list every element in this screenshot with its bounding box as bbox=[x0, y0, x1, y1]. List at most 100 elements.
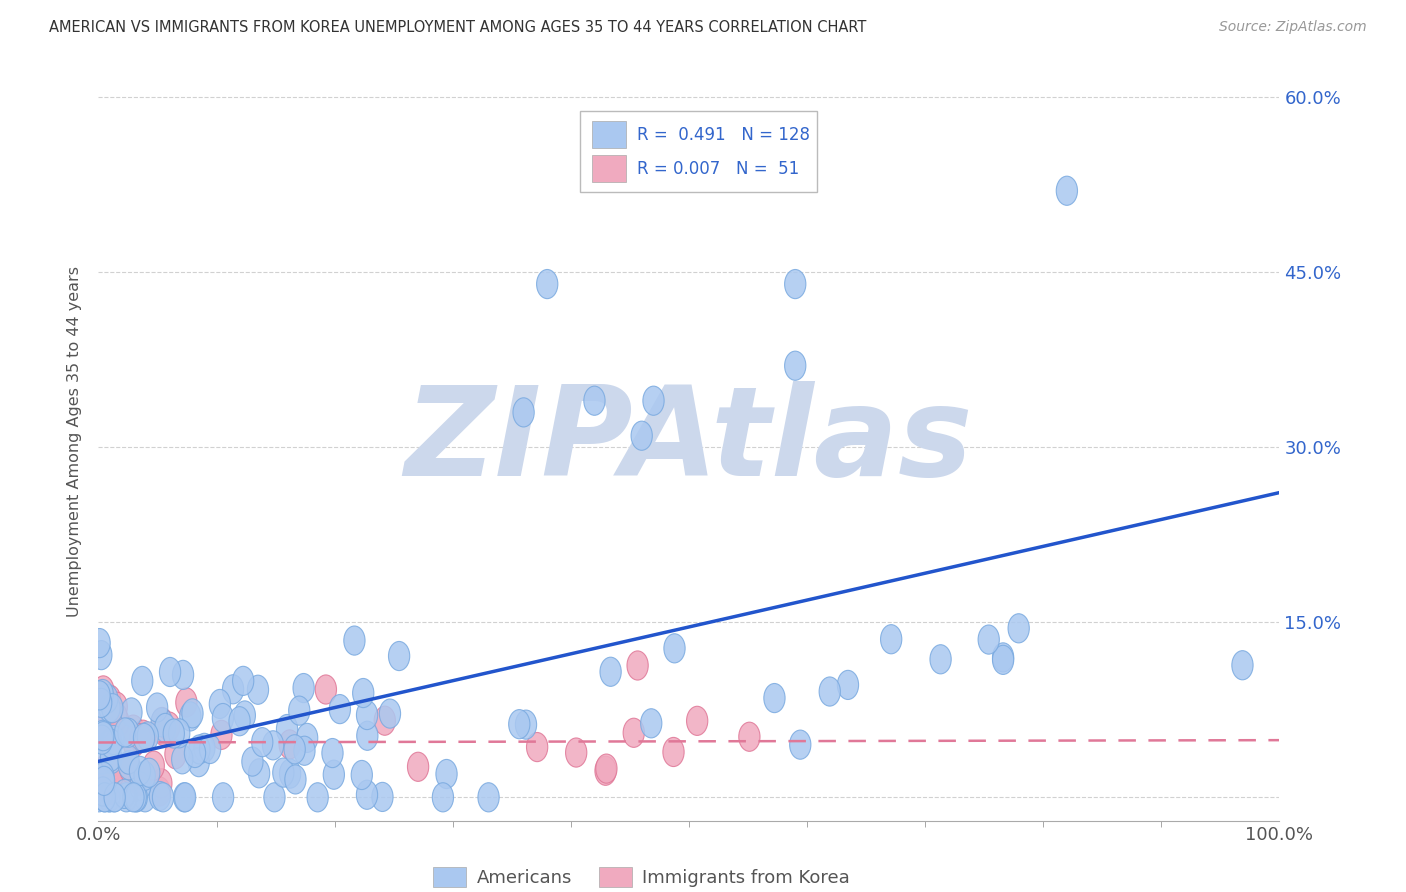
Ellipse shape bbox=[129, 723, 150, 753]
Ellipse shape bbox=[432, 783, 454, 812]
Ellipse shape bbox=[356, 780, 378, 809]
Text: Source: ZipAtlas.com: Source: ZipAtlas.com bbox=[1219, 20, 1367, 34]
Ellipse shape bbox=[631, 421, 652, 450]
Ellipse shape bbox=[125, 783, 146, 812]
Ellipse shape bbox=[600, 657, 621, 686]
Ellipse shape bbox=[232, 666, 254, 696]
Ellipse shape bbox=[121, 698, 142, 727]
Ellipse shape bbox=[118, 745, 139, 774]
Text: AMERICAN VS IMMIGRANTS FROM KOREA UNEMPLOYMENT AMONG AGES 35 TO 44 YEARS CORRELA: AMERICAN VS IMMIGRANTS FROM KOREA UNEMPL… bbox=[49, 20, 866, 35]
Ellipse shape bbox=[97, 766, 118, 796]
Ellipse shape bbox=[380, 699, 401, 728]
Ellipse shape bbox=[979, 625, 1000, 654]
Ellipse shape bbox=[91, 721, 114, 749]
Ellipse shape bbox=[118, 718, 139, 747]
Ellipse shape bbox=[288, 696, 309, 725]
Ellipse shape bbox=[135, 723, 156, 752]
Ellipse shape bbox=[103, 706, 124, 736]
Ellipse shape bbox=[94, 783, 115, 812]
Ellipse shape bbox=[838, 670, 859, 699]
Ellipse shape bbox=[98, 693, 120, 723]
Ellipse shape bbox=[153, 716, 174, 746]
Ellipse shape bbox=[278, 730, 301, 759]
Ellipse shape bbox=[103, 783, 125, 812]
Ellipse shape bbox=[152, 707, 173, 737]
Ellipse shape bbox=[91, 725, 112, 755]
Ellipse shape bbox=[93, 762, 114, 791]
Ellipse shape bbox=[180, 702, 201, 731]
Ellipse shape bbox=[212, 704, 233, 732]
Ellipse shape bbox=[129, 756, 150, 786]
Ellipse shape bbox=[138, 722, 159, 751]
Ellipse shape bbox=[122, 728, 145, 757]
Ellipse shape bbox=[357, 700, 378, 730]
Ellipse shape bbox=[128, 766, 150, 796]
Ellipse shape bbox=[98, 783, 120, 812]
Ellipse shape bbox=[90, 722, 111, 751]
Ellipse shape bbox=[97, 684, 118, 714]
Ellipse shape bbox=[134, 723, 155, 753]
Ellipse shape bbox=[115, 783, 136, 812]
Ellipse shape bbox=[152, 783, 174, 812]
Legend: Americans, Immigrants from Korea: Americans, Immigrants from Korea bbox=[433, 867, 851, 888]
Ellipse shape bbox=[104, 750, 127, 780]
Ellipse shape bbox=[93, 716, 114, 746]
Ellipse shape bbox=[90, 689, 112, 717]
Ellipse shape bbox=[247, 675, 269, 705]
Ellipse shape bbox=[174, 783, 195, 812]
Ellipse shape bbox=[353, 679, 374, 707]
Ellipse shape bbox=[344, 626, 366, 655]
Ellipse shape bbox=[89, 629, 110, 657]
Ellipse shape bbox=[294, 736, 315, 765]
Ellipse shape bbox=[165, 739, 186, 769]
Ellipse shape bbox=[149, 777, 170, 806]
Ellipse shape bbox=[537, 269, 558, 299]
Text: ZIPAtlas: ZIPAtlas bbox=[405, 381, 973, 502]
Ellipse shape bbox=[98, 783, 120, 812]
Ellipse shape bbox=[149, 781, 170, 811]
Ellipse shape bbox=[627, 651, 648, 680]
Ellipse shape bbox=[408, 752, 429, 781]
Ellipse shape bbox=[200, 734, 221, 764]
Ellipse shape bbox=[277, 714, 298, 744]
Ellipse shape bbox=[222, 674, 243, 704]
Ellipse shape bbox=[108, 707, 129, 737]
Ellipse shape bbox=[763, 683, 785, 713]
Ellipse shape bbox=[596, 754, 617, 783]
Ellipse shape bbox=[93, 722, 114, 751]
Ellipse shape bbox=[103, 725, 124, 755]
Ellipse shape bbox=[89, 783, 110, 812]
Ellipse shape bbox=[322, 739, 343, 768]
Ellipse shape bbox=[94, 723, 115, 753]
Ellipse shape bbox=[96, 723, 117, 753]
Ellipse shape bbox=[263, 731, 284, 760]
Ellipse shape bbox=[526, 732, 548, 762]
Ellipse shape bbox=[929, 645, 952, 673]
Ellipse shape bbox=[357, 721, 378, 750]
Ellipse shape bbox=[98, 775, 120, 805]
Ellipse shape bbox=[478, 783, 499, 812]
Ellipse shape bbox=[641, 709, 662, 738]
Ellipse shape bbox=[280, 759, 301, 789]
Ellipse shape bbox=[103, 759, 124, 788]
Ellipse shape bbox=[643, 386, 664, 416]
Ellipse shape bbox=[104, 783, 125, 812]
Ellipse shape bbox=[297, 723, 318, 753]
Ellipse shape bbox=[388, 641, 409, 671]
Ellipse shape bbox=[662, 738, 685, 766]
Ellipse shape bbox=[155, 714, 176, 742]
Ellipse shape bbox=[307, 783, 328, 812]
Ellipse shape bbox=[150, 769, 172, 798]
Ellipse shape bbox=[738, 723, 761, 751]
Ellipse shape bbox=[120, 754, 141, 783]
Ellipse shape bbox=[292, 673, 315, 703]
Ellipse shape bbox=[252, 728, 273, 756]
Ellipse shape bbox=[100, 685, 121, 714]
Ellipse shape bbox=[108, 765, 129, 794]
Text: R =  0.491   N = 128: R = 0.491 N = 128 bbox=[637, 126, 810, 145]
Ellipse shape bbox=[93, 676, 114, 705]
Ellipse shape bbox=[273, 758, 294, 788]
Ellipse shape bbox=[880, 624, 901, 654]
Ellipse shape bbox=[146, 693, 167, 723]
Ellipse shape bbox=[595, 756, 616, 785]
